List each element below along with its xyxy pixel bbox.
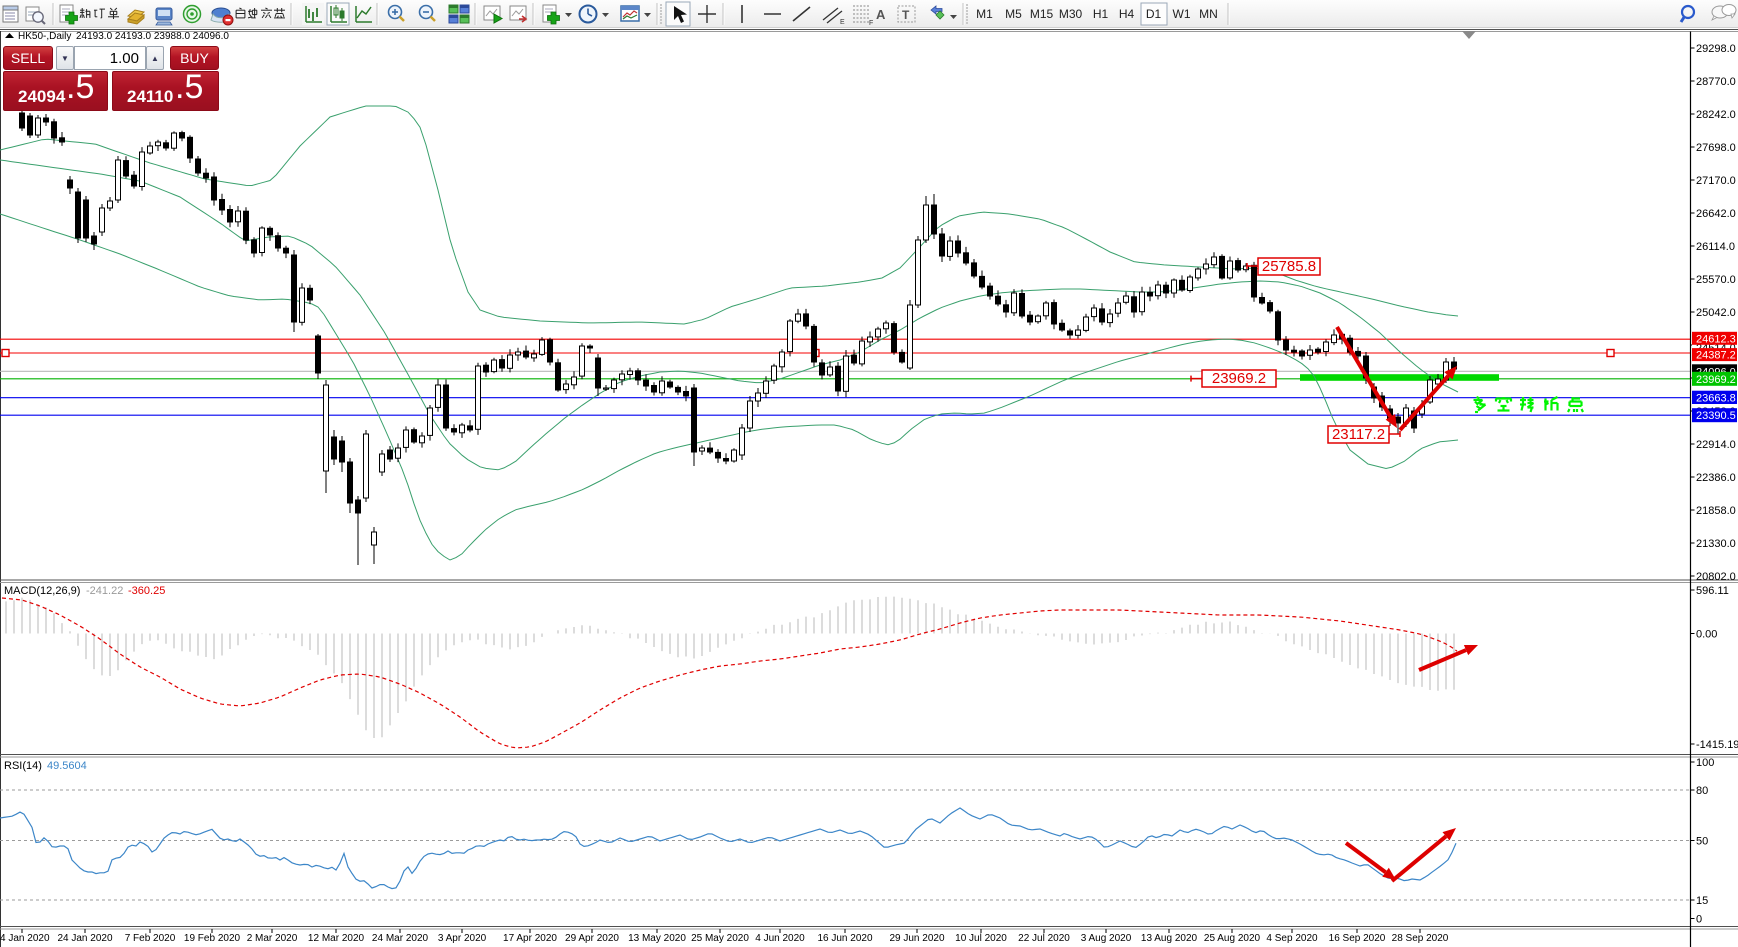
svg-text:7 Feb 2020: 7 Feb 2020 bbox=[125, 933, 176, 944]
svg-text:27698.0: 27698.0 bbox=[1696, 142, 1736, 154]
svg-text:E: E bbox=[840, 19, 845, 26]
svg-text:M15: M15 bbox=[1030, 7, 1054, 21]
svg-text:RSI(14): RSI(14) bbox=[4, 760, 42, 772]
svg-text:2 Mar 2020: 2 Mar 2020 bbox=[247, 933, 298, 944]
svg-text:25 Aug 2020: 25 Aug 2020 bbox=[1204, 933, 1261, 944]
svg-text:24612.3: 24612.3 bbox=[1696, 333, 1736, 345]
svg-text:21330.0: 21330.0 bbox=[1696, 538, 1736, 550]
svg-text:20802.0: 20802.0 bbox=[1696, 571, 1736, 583]
svg-text:MN: MN bbox=[1199, 7, 1218, 21]
svg-text:23969.2: 23969.2 bbox=[1212, 370, 1266, 387]
svg-text:50: 50 bbox=[1696, 836, 1708, 848]
svg-text:26642.0: 26642.0 bbox=[1696, 208, 1736, 220]
svg-text:4 Sep 2020: 4 Sep 2020 bbox=[1266, 933, 1318, 944]
svg-text:14 Jan 2020: 14 Jan 2020 bbox=[0, 933, 50, 944]
svg-text:13 Aug 2020: 13 Aug 2020 bbox=[1141, 933, 1198, 944]
svg-text:23390.5: 23390.5 bbox=[1696, 410, 1736, 422]
svg-text:H1: H1 bbox=[1093, 7, 1109, 21]
svg-text:D1: D1 bbox=[1146, 7, 1162, 21]
svg-text:M30: M30 bbox=[1059, 7, 1083, 21]
svg-text:22386.0: 22386.0 bbox=[1696, 472, 1736, 484]
svg-text:10 Jul 2020: 10 Jul 2020 bbox=[955, 933, 1007, 944]
svg-text:19 Feb 2020: 19 Feb 2020 bbox=[184, 933, 241, 944]
svg-text:28242.0: 28242.0 bbox=[1696, 109, 1736, 121]
svg-text:25042.0: 25042.0 bbox=[1696, 307, 1736, 319]
svg-text:28 Sep 2020: 28 Sep 2020 bbox=[1392, 933, 1449, 944]
svg-text:4 Jun 2020: 4 Jun 2020 bbox=[755, 933, 805, 944]
svg-text:3 Apr 2020: 3 Apr 2020 bbox=[438, 933, 487, 944]
svg-text:26114.0: 26114.0 bbox=[1696, 241, 1735, 253]
svg-text:24 Jan 2020: 24 Jan 2020 bbox=[57, 933, 112, 944]
svg-text:25785.8: 25785.8 bbox=[1262, 258, 1316, 275]
svg-text:24193.0 24193.0 23988.0 24096.: 24193.0 24193.0 23988.0 24096.0 bbox=[76, 31, 229, 42]
svg-text:27170.0: 27170.0 bbox=[1696, 175, 1736, 187]
svg-text:12 Mar 2020: 12 Mar 2020 bbox=[308, 933, 365, 944]
svg-text:100: 100 bbox=[1696, 757, 1714, 769]
svg-text:24387.2: 24387.2 bbox=[1696, 350, 1736, 362]
svg-text:29 Apr 2020: 29 Apr 2020 bbox=[565, 933, 619, 944]
svg-text:HK50-,Daily: HK50-,Daily bbox=[18, 31, 71, 42]
svg-text:W1: W1 bbox=[1173, 7, 1191, 21]
svg-text:25 May 2020: 25 May 2020 bbox=[691, 933, 749, 944]
svg-text:29298.0: 29298.0 bbox=[1696, 43, 1736, 55]
svg-text:23663.8: 23663.8 bbox=[1696, 393, 1736, 405]
svg-text:0: 0 bbox=[1696, 914, 1702, 926]
svg-text:A: A bbox=[876, 7, 886, 22]
svg-text:-1415.19: -1415.19 bbox=[1696, 739, 1738, 751]
svg-text:25570.0: 25570.0 bbox=[1696, 274, 1736, 286]
svg-text:29 Jun 2020: 29 Jun 2020 bbox=[889, 933, 944, 944]
svg-text:23117.2: 23117.2 bbox=[1332, 426, 1385, 443]
svg-text:MACD(12,26,9): MACD(12,26,9) bbox=[4, 585, 80, 597]
svg-text:80: 80 bbox=[1696, 785, 1708, 797]
svg-text:49.5604: 49.5604 bbox=[47, 760, 87, 772]
svg-text:F: F bbox=[869, 20, 873, 27]
svg-text:16 Sep 2020: 16 Sep 2020 bbox=[1329, 933, 1386, 944]
svg-text:T: T bbox=[902, 8, 910, 22]
svg-text:H4: H4 bbox=[1119, 7, 1135, 21]
svg-text:28770.0: 28770.0 bbox=[1696, 76, 1736, 88]
svg-text:16 Jun 2020: 16 Jun 2020 bbox=[817, 933, 872, 944]
svg-text:-360.25: -360.25 bbox=[128, 585, 165, 597]
svg-text:13 May 2020: 13 May 2020 bbox=[628, 933, 686, 944]
svg-text:15: 15 bbox=[1696, 895, 1708, 907]
svg-text:17 Apr 2020: 17 Apr 2020 bbox=[503, 933, 557, 944]
svg-text:22914.0: 22914.0 bbox=[1696, 439, 1736, 451]
svg-text:23969.2: 23969.2 bbox=[1696, 374, 1736, 386]
svg-text:22 Jul 2020: 22 Jul 2020 bbox=[1018, 933, 1070, 944]
svg-text:M1: M1 bbox=[976, 7, 993, 21]
svg-text:3 Aug 2020: 3 Aug 2020 bbox=[1081, 933, 1132, 944]
svg-text:M5: M5 bbox=[1005, 7, 1022, 21]
svg-text:21858.0: 21858.0 bbox=[1696, 505, 1736, 517]
svg-text:24 Mar 2020: 24 Mar 2020 bbox=[372, 933, 429, 944]
svg-text:596.11: 596.11 bbox=[1696, 585, 1729, 597]
svg-text:0.00: 0.00 bbox=[1696, 629, 1717, 641]
svg-text:-241.22: -241.22 bbox=[86, 585, 123, 597]
